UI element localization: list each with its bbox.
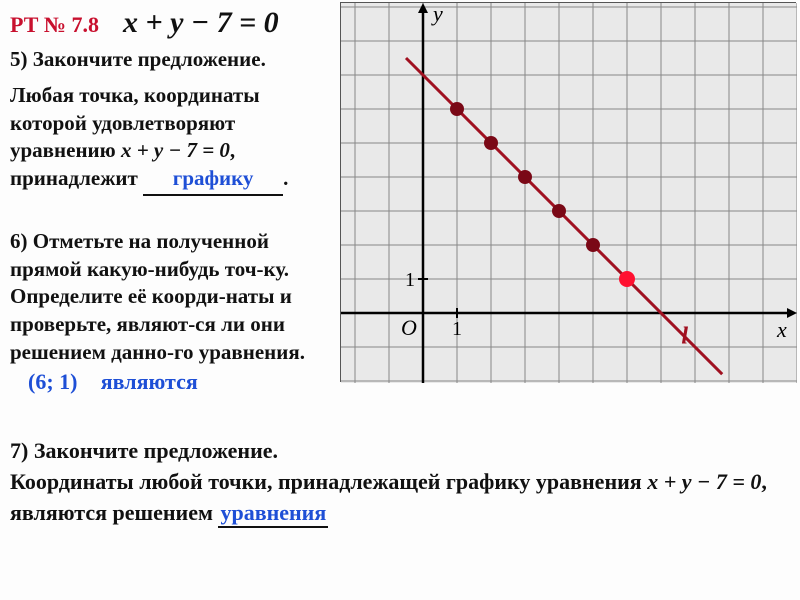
q7-line1: 7) Закончите предложение. [10,438,278,463]
q6-answer-coords: (6; 1) [28,369,77,394]
q6-body: 6) Отметьте на полученной прямой какую-н… [10,229,305,364]
q7-answer: уравнения [218,500,328,528]
q7-text-pre: Координаты любой точки, принадлежащей гр… [10,469,647,494]
main-equation: x + y − 7 = 0 [123,6,279,40]
svg-text:x: x [776,317,787,342]
q7-equation: x + y − 7 = 0 [647,469,761,494]
question-5-body: Любая точка, координаты которой удовлетв… [10,82,330,196]
svg-text:l: l [681,324,688,350]
q5-text-post: . [283,166,288,190]
svg-text:O: O [401,315,417,340]
rt-label: РТ № 7.8 [10,12,99,38]
svg-text:1: 1 [405,269,415,291]
q6-answer-word: являются [101,369,198,394]
q5-equation: x + y − 7 = 0 [121,138,230,162]
question-5-prompt: 5) Закончите предложение. [10,46,330,73]
question-6: 6) Отметьте на полученной прямой какую-н… [10,228,345,396]
question-7: 7) Закончите предложение. Координаты люб… [10,436,790,528]
svg-text:1: 1 [452,318,462,340]
q5-answer-blank: графику [143,165,283,196]
svg-text:y: y [431,3,443,26]
coordinate-chart: 1 1 Ox y l [340,2,796,382]
